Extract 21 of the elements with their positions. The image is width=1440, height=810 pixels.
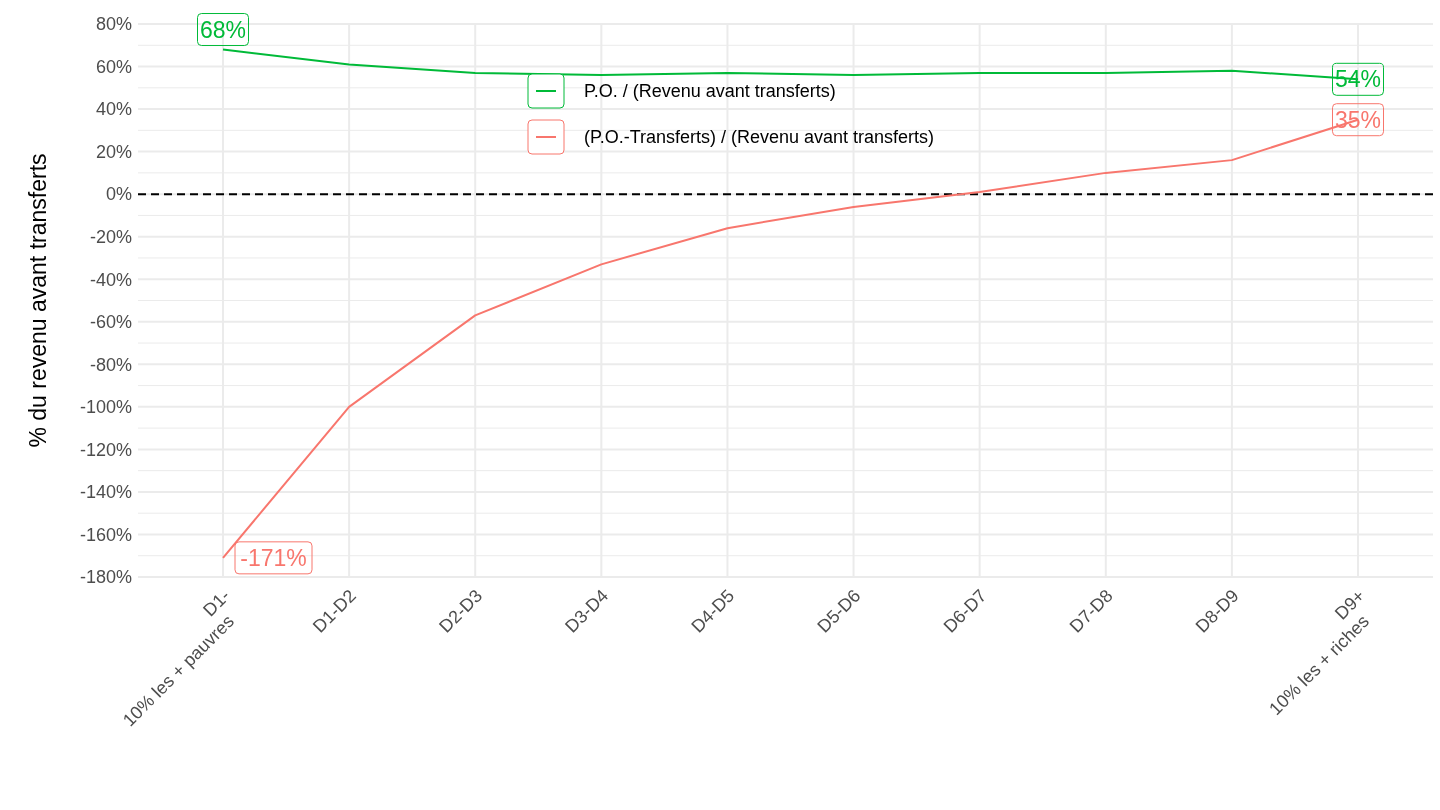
data-label: 68% (199, 16, 247, 43)
y-tick-label: 0% (105, 184, 132, 205)
y-tick-label: 60% (95, 56, 132, 77)
data-label: -171% (240, 544, 307, 571)
y-axis-title: % du revenu avant transferts (25, 153, 51, 448)
y-tick-label: -100% (79, 397, 132, 418)
y-tick-label: -60% (89, 312, 132, 333)
legend-label: P.O. / (Revenu avant transferts) (584, 81, 836, 102)
legend-label: (P.O.-Transferts) / (Revenu avant transferts) (584, 127, 935, 148)
y-tick-label: -80% (89, 354, 132, 375)
y-tick-label: -140% (79, 482, 132, 503)
y-tick-label: -20% (89, 226, 132, 247)
y-tick-label: -160% (79, 524, 132, 545)
y-tick-label: 80% (95, 14, 132, 35)
y-tick-label: -40% (89, 269, 132, 290)
data-label: 54% (1334, 66, 1382, 93)
y-tick-label: 40% (95, 99, 132, 120)
y-tick-label: -180% (79, 567, 132, 588)
data-label: 35% (1334, 106, 1382, 133)
y-tick-label: 20% (95, 141, 132, 162)
y-tick-label: -120% (79, 439, 132, 460)
